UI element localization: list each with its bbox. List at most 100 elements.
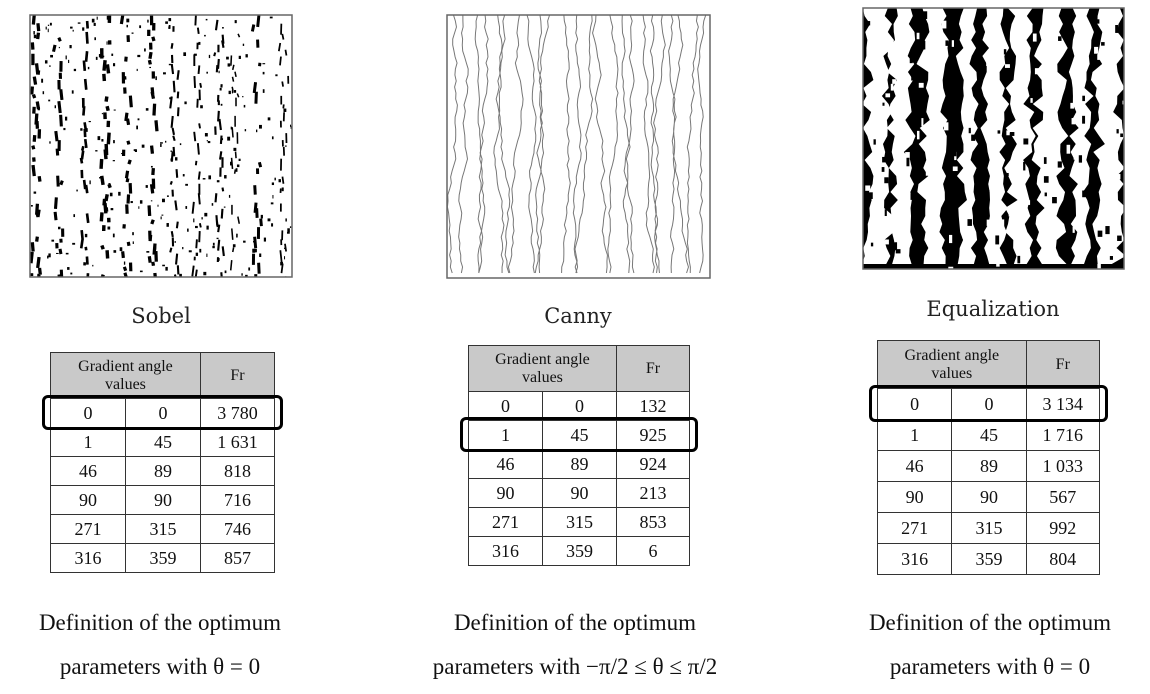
speck xyxy=(31,205,33,207)
speck xyxy=(945,40,948,45)
speck xyxy=(175,241,176,243)
speck xyxy=(212,203,214,206)
speck xyxy=(1079,155,1082,162)
speck xyxy=(263,89,265,93)
table-cell: 271 xyxy=(469,508,543,537)
speck xyxy=(49,65,50,67)
caption-line: parameters with −π/2 ≤ θ ≤ π/2 xyxy=(433,654,718,680)
speck xyxy=(885,93,890,97)
table-cell: 90 xyxy=(469,479,543,508)
speck xyxy=(287,232,290,234)
speck xyxy=(942,21,947,29)
speck xyxy=(279,179,281,182)
speck xyxy=(1043,234,1047,238)
speck xyxy=(51,240,54,242)
speck xyxy=(217,238,219,239)
speck xyxy=(206,72,208,74)
speck xyxy=(233,90,236,93)
speck xyxy=(111,54,113,56)
speck xyxy=(885,209,887,216)
speck xyxy=(280,262,283,265)
speck xyxy=(49,141,50,143)
speck xyxy=(68,60,69,63)
speck xyxy=(992,174,996,179)
speck xyxy=(137,55,140,57)
table-cell: 90 xyxy=(542,479,616,508)
speck xyxy=(1052,197,1057,203)
speck xyxy=(1105,226,1109,234)
speck xyxy=(187,229,189,232)
speck xyxy=(206,19,208,20)
speck xyxy=(239,56,241,59)
speck xyxy=(96,57,98,60)
highlight-box xyxy=(869,385,1108,422)
speck xyxy=(58,227,60,230)
speck xyxy=(151,200,152,201)
speck xyxy=(101,139,103,142)
speck xyxy=(865,185,870,190)
speck xyxy=(995,235,999,244)
speck xyxy=(94,37,96,40)
speck xyxy=(222,27,224,29)
speck xyxy=(944,122,948,130)
speck xyxy=(132,232,134,235)
speck xyxy=(213,243,215,246)
speck xyxy=(196,253,198,256)
speck xyxy=(996,263,999,266)
speck xyxy=(896,249,901,253)
caption-line: Definition of the optimum xyxy=(869,610,1111,636)
speck xyxy=(139,25,141,28)
speck xyxy=(884,177,888,183)
speck xyxy=(184,101,186,104)
speck xyxy=(1117,236,1122,241)
speck xyxy=(111,208,114,210)
table-row: 9090213 xyxy=(469,479,690,508)
speck xyxy=(72,90,74,93)
speck xyxy=(1082,116,1085,124)
table-row: 9090716 xyxy=(51,486,275,515)
speck xyxy=(228,63,231,66)
speck xyxy=(198,42,200,45)
table-cell: 316 xyxy=(878,544,952,575)
header-cell: Fr xyxy=(616,346,689,392)
table-row: 4689818 xyxy=(51,457,275,486)
speck xyxy=(953,166,958,171)
speck xyxy=(237,164,239,167)
speck xyxy=(229,91,231,94)
speck xyxy=(1044,176,1049,183)
speck xyxy=(73,214,75,217)
speck xyxy=(163,72,166,74)
table-row: 1451 631 xyxy=(51,428,275,457)
table-cell: 90 xyxy=(878,482,952,513)
speck xyxy=(180,143,181,145)
table-row: 1451 716 xyxy=(878,420,1100,451)
speck xyxy=(916,45,918,53)
speck xyxy=(1030,168,1034,172)
header-row: Gradient angle valuesFr xyxy=(878,341,1100,389)
speck xyxy=(882,167,885,172)
speck xyxy=(89,121,91,122)
speck xyxy=(1098,231,1103,237)
speck xyxy=(268,117,271,120)
speck xyxy=(274,178,275,181)
speck xyxy=(59,47,60,48)
speck xyxy=(1115,25,1118,33)
speck xyxy=(245,129,246,131)
speck xyxy=(88,67,89,69)
speck xyxy=(1082,96,1085,101)
speck xyxy=(85,128,87,132)
image xyxy=(22,15,298,283)
speck xyxy=(66,253,69,255)
speck xyxy=(169,25,171,28)
speck xyxy=(241,273,242,275)
speck xyxy=(1032,216,1036,220)
table-cell: 213 xyxy=(616,479,689,508)
speck xyxy=(271,223,273,226)
speck xyxy=(161,215,163,216)
speck xyxy=(1093,139,1096,144)
speck xyxy=(56,253,59,254)
speck xyxy=(48,29,49,33)
table-cell: 1 xyxy=(878,420,952,451)
speck xyxy=(218,258,220,261)
